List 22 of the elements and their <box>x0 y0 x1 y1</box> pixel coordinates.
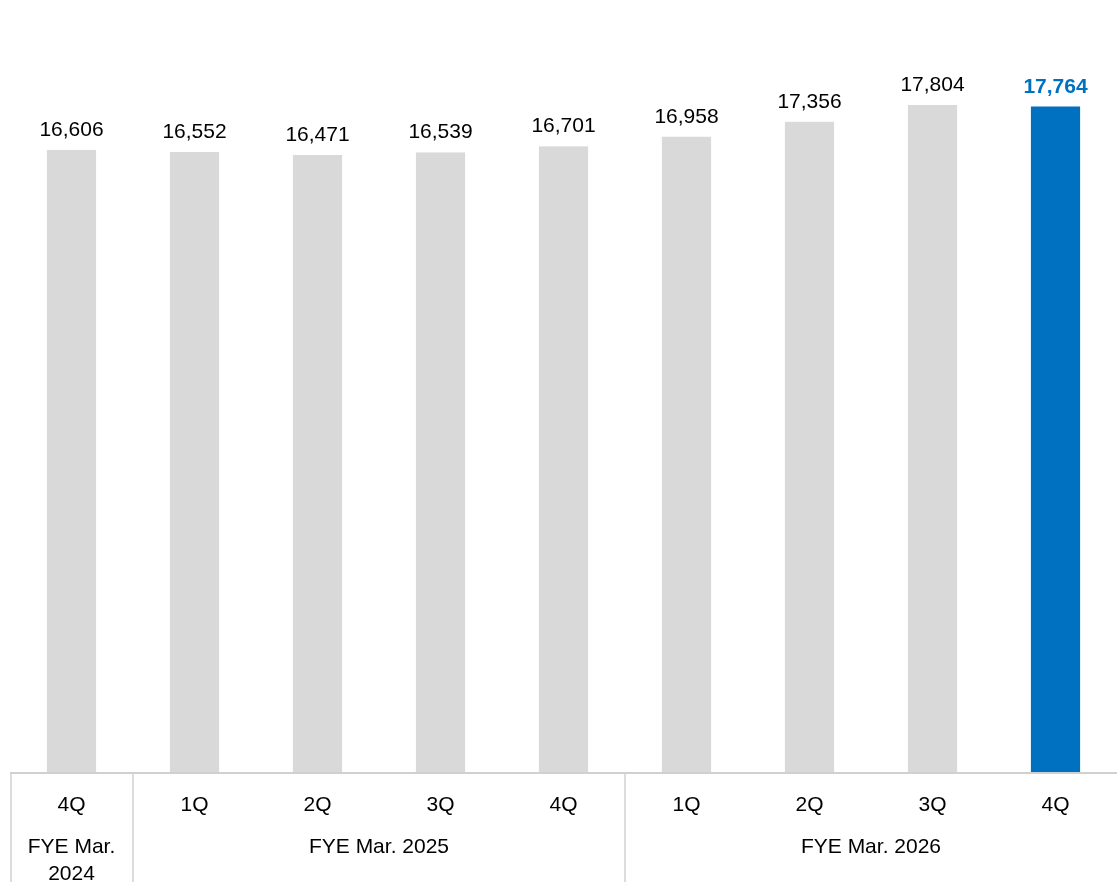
bar <box>1030 106 1081 773</box>
x-tick-label: 2Q <box>795 792 824 815</box>
x-tick-label: 1Q <box>672 792 701 815</box>
data-label: 16,701 <box>531 113 596 137</box>
x-tick-label: 4Q <box>1041 792 1070 815</box>
data-label: 17,764 <box>1023 73 1088 97</box>
x-tick-label: 4Q <box>549 792 578 815</box>
text: FYE Mar. 2024 <box>27 834 116 882</box>
x-tick-label: 1Q <box>180 792 209 815</box>
data-label: 16,606 <box>39 116 104 140</box>
x-tick-label: 3Q <box>426 792 455 815</box>
data-label: 16,471 <box>285 122 350 146</box>
data-label: 17,356 <box>777 88 842 112</box>
x-tick-label: 3Q <box>918 792 947 815</box>
text: FYE Mar. 2025 <box>308 834 450 857</box>
text: FYE Mar. 2026 <box>800 834 942 857</box>
x-tick-label: 4Q <box>57 792 86 815</box>
data-label: 16,539 <box>408 119 473 143</box>
data-label: 16,552 <box>162 118 227 142</box>
data-label: 16,958 <box>654 103 719 127</box>
x-tick-label: 2Q <box>303 792 332 815</box>
data-label: 17,804 <box>900 72 965 95</box>
